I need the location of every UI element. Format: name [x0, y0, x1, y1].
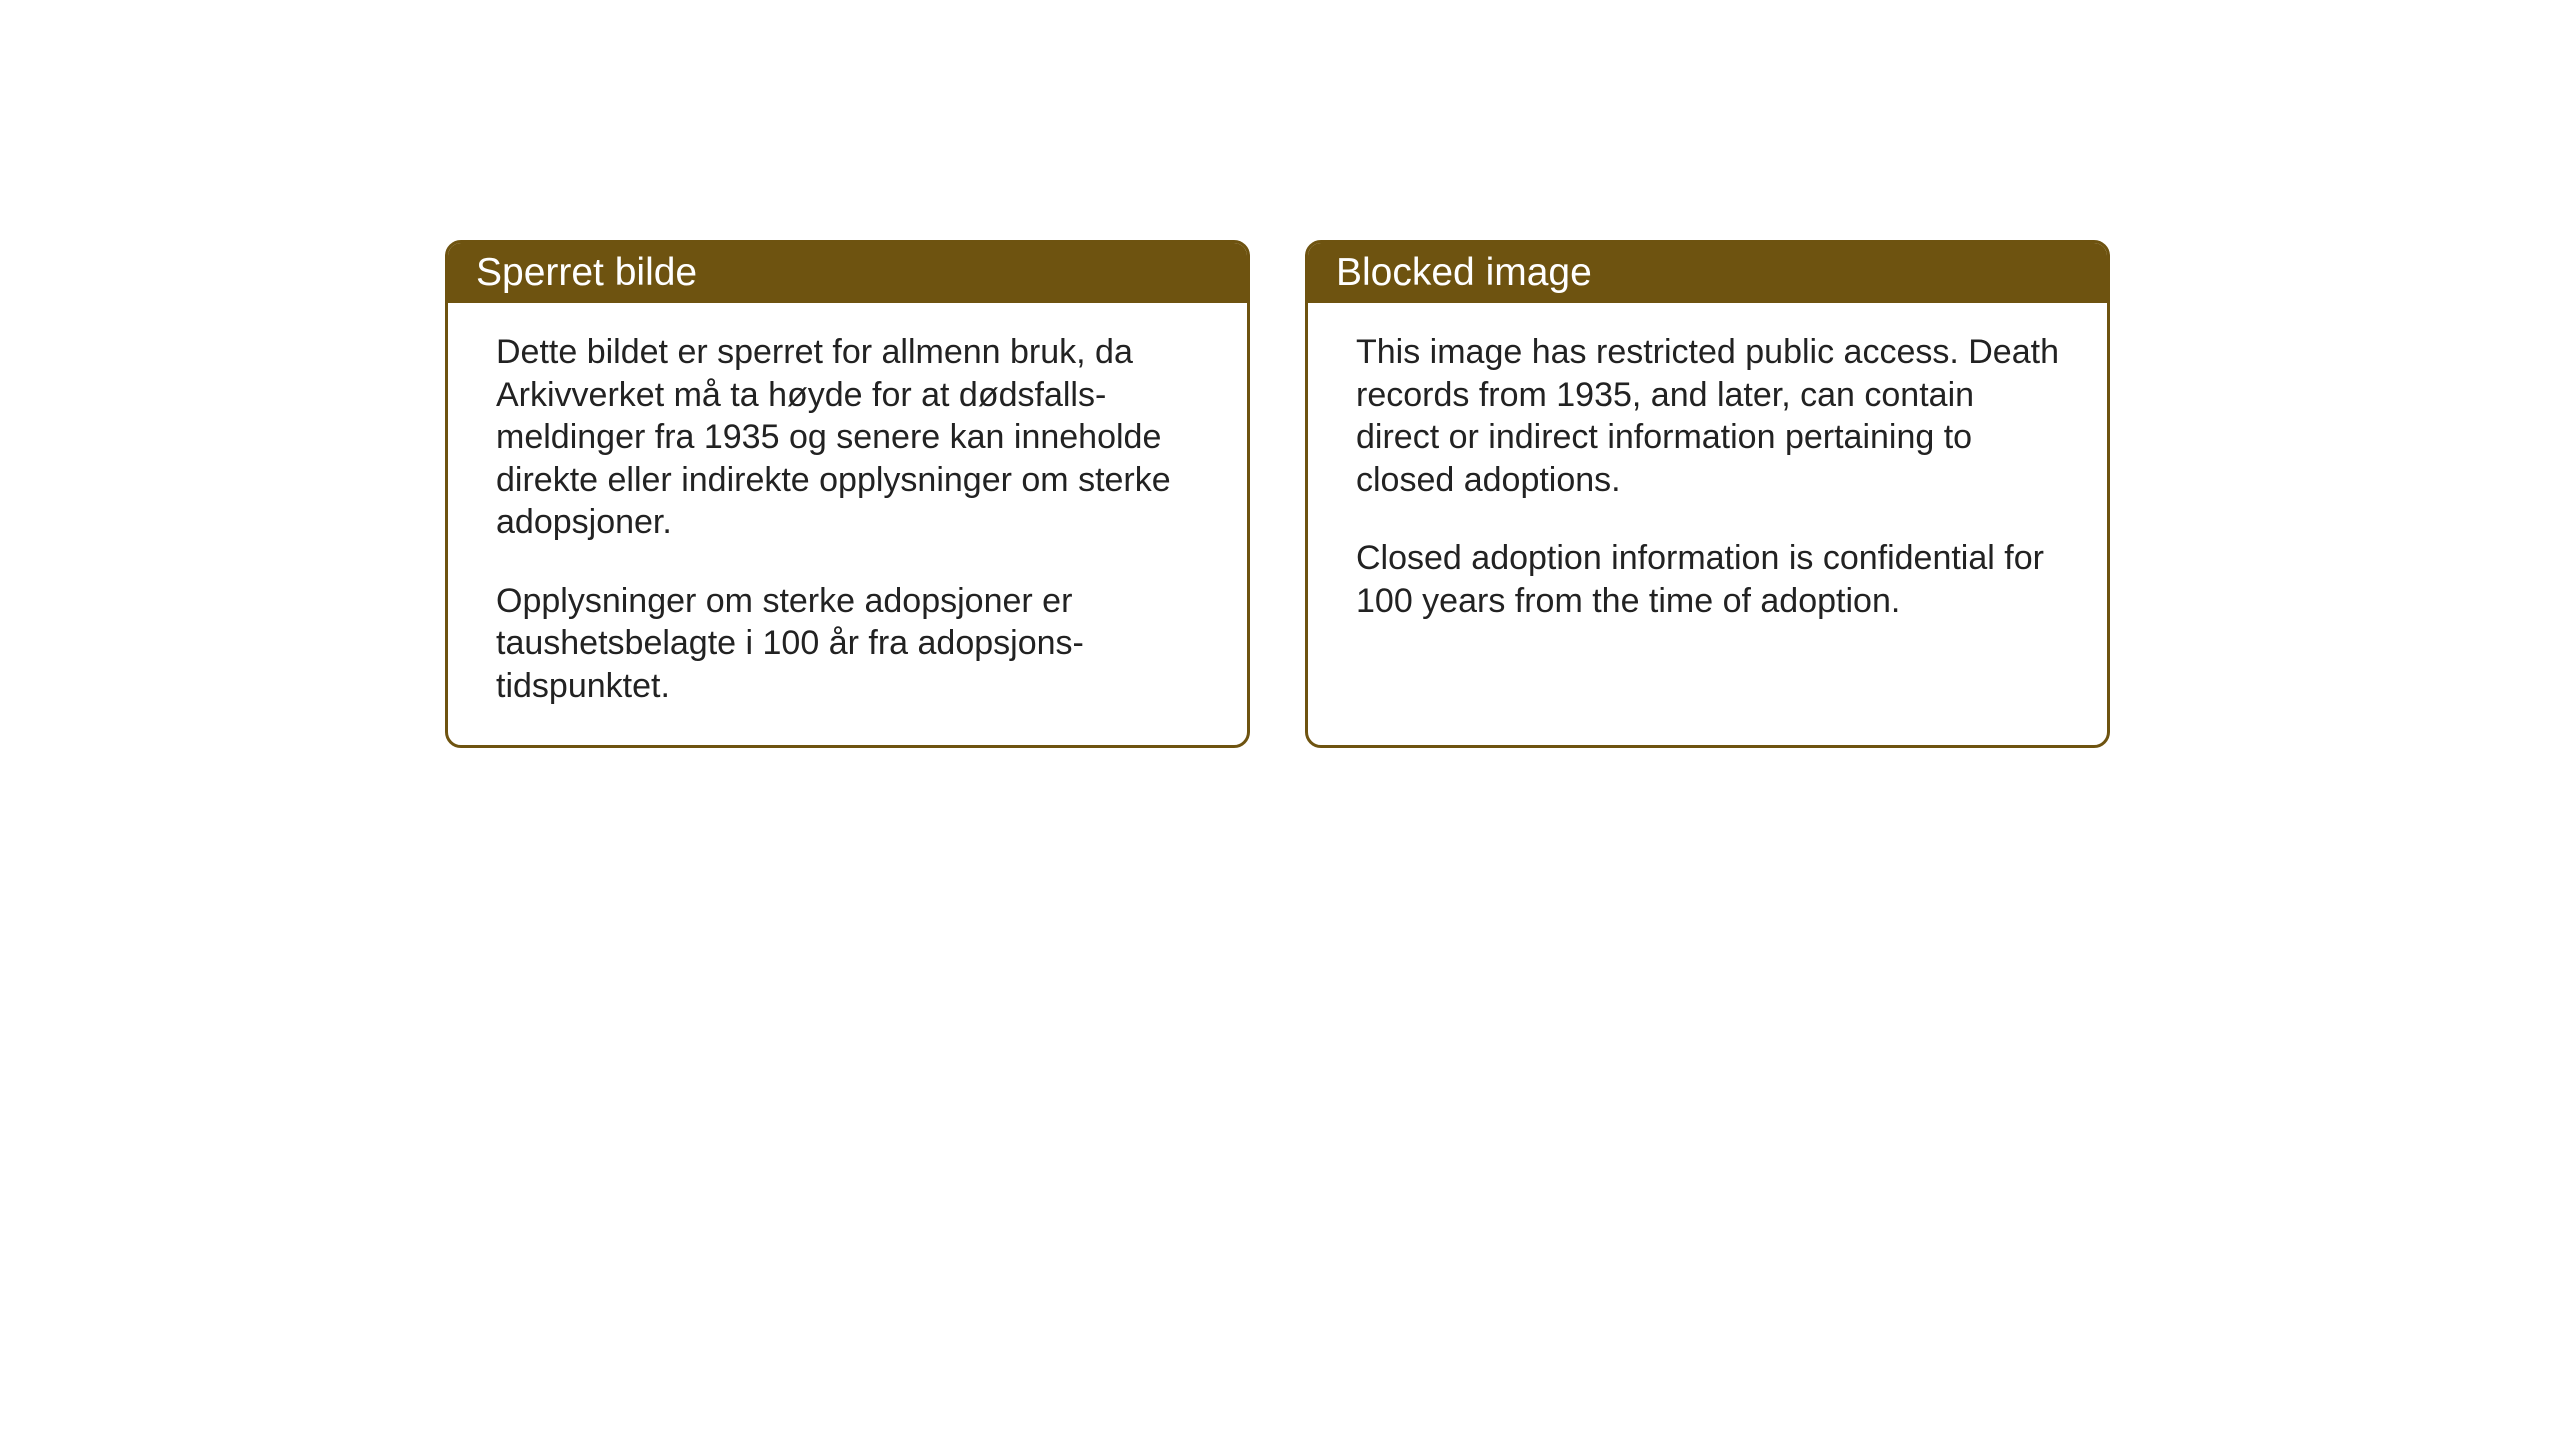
notice-header-norwegian: Sperret bilde [448, 243, 1247, 303]
notice-paragraph-1-norwegian: Dette bildet er sperret for allmenn bruk… [496, 331, 1199, 544]
notice-paragraph-2-norwegian: Opplysninger om sterke adopsjoner er tau… [496, 580, 1199, 708]
notice-title-norwegian: Sperret bilde [476, 251, 697, 294]
notice-paragraph-2-english: Closed adoption information is confident… [1356, 537, 2059, 622]
notice-box-english: Blocked image This image has restricted … [1305, 240, 2110, 748]
notice-box-norwegian: Sperret bilde Dette bildet er sperret fo… [445, 240, 1250, 748]
notice-header-english: Blocked image [1308, 243, 2107, 303]
notice-container: Sperret bilde Dette bildet er sperret fo… [445, 240, 2110, 748]
notice-body-english: This image has restricted public access.… [1308, 303, 2107, 660]
notice-paragraph-1-english: This image has restricted public access.… [1356, 331, 2059, 501]
notice-body-norwegian: Dette bildet er sperret for allmenn bruk… [448, 303, 1247, 745]
notice-title-english: Blocked image [1336, 251, 1592, 294]
